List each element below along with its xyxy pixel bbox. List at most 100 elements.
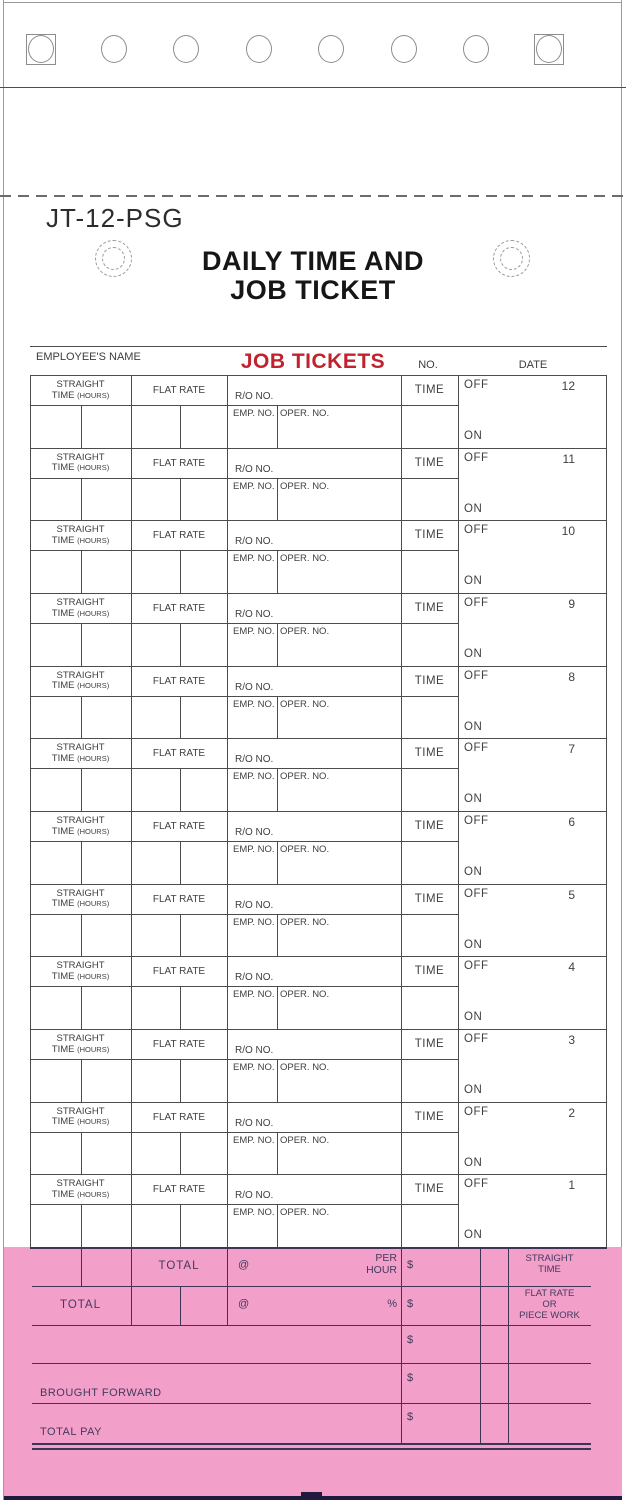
straight-time-label: STRAIGHT TIME (HOURS)	[30, 887, 131, 910]
hours-qualifier: (HOURS)	[77, 681, 110, 691]
ro-no-label: R/O NO.	[235, 681, 274, 693]
punch-hole-icon	[390, 35, 417, 63]
ro-no-label: R/O NO.	[235, 754, 274, 766]
emp-no-label: EMP. NO.	[233, 480, 275, 492]
straight-time-line2: TIME (HOURS)	[30, 389, 131, 402]
on-label: ON	[464, 866, 483, 878]
block-subdivider	[81, 1059, 82, 1102]
straight-time-line1: STRAIGHT	[56, 887, 105, 899]
on-label: ON	[464, 1011, 483, 1024]
block-subdivider	[180, 477, 181, 521]
oper-no-label: OPER. NO.	[280, 989, 330, 1001]
on-label: ON	[464, 1229, 483, 1242]
hours-qualifier: (HOURS)	[77, 535, 110, 545]
totals-line-r2	[32, 1325, 591, 1326]
block-subdivider	[277, 1131, 278, 1175]
block-subdivider	[277, 986, 278, 1030]
date-column-header: DATE	[518, 359, 548, 371]
straight-time-line2: TIME (HOURS)	[30, 898, 131, 910]
ticket-block: STRAIGHT TIME (HOURS) FLAT RATE R/O NO. TIME…	[30, 1101, 607, 1175]
straight-time-line2: TIME (HOURS)	[30, 680, 131, 692]
bottom-navy-bar	[4, 1496, 622, 1500]
flat-rate-label: FLAT RATE	[152, 893, 206, 905]
paper-edge-top	[3, 2, 622, 3]
block-divider	[401, 665, 402, 739]
straight-time-line2: TIME (HOURS)	[30, 607, 131, 620]
emp-no-label: EMP. NO.	[233, 698, 275, 710]
emp-no-label: EMP. NO.	[233, 626, 275, 637]
block-divider	[401, 593, 402, 666]
oper-no-label: OPER. NO.	[280, 408, 330, 419]
ticket-block: STRAIGHT TIME (HOURS) FLAT RATE R/O NO. TIME…	[30, 1174, 607, 1248]
dollar-sign-row4: $	[407, 1372, 414, 1384]
punch-hole-icon	[100, 35, 127, 63]
block-mid-line	[30, 768, 458, 770]
emp-no-label: EMP. NO.	[233, 553, 275, 565]
hours-qualifier: (HOURS)	[77, 899, 110, 909]
on-label: ON	[464, 720, 483, 733]
ro-no-label: R/O NO.	[235, 827, 274, 838]
emp-no-label: EMP. NO.	[233, 916, 275, 928]
off-label: OFF	[464, 379, 489, 391]
time-label: TIME	[414, 529, 445, 542]
punch-mark-right-outer-icon	[493, 240, 530, 277]
straight-time-line1: STRAIGHT	[56, 960, 105, 972]
on-label: ON	[464, 502, 483, 515]
totals-v2	[131, 1247, 132, 1325]
block-subdivider	[277, 841, 278, 884]
straight-time-word: TIME	[51, 389, 75, 401]
punch-hole-icon	[28, 35, 54, 63]
block-divider	[458, 1029, 459, 1102]
block-subdivider	[180, 1204, 181, 1248]
off-label: OFF	[464, 524, 489, 537]
on-label: ON	[464, 430, 483, 442]
block-subdivider	[81, 841, 82, 884]
straight-time-line2: TIME (HOURS)	[30, 1116, 131, 1128]
dollar-sign-row5: $	[407, 1411, 414, 1423]
ticket-number: 6	[568, 815, 575, 829]
totals-line-r3	[32, 1363, 591, 1364]
block-mid-line	[30, 913, 458, 915]
ro-no-label: R/O NO.	[235, 1117, 274, 1129]
straight-time-word: TIME	[51, 825, 75, 837]
flat-rate-label: FLAT RATE	[152, 748, 206, 760]
total-flat-label: TOTAL	[60, 1299, 101, 1311]
time-label: TIME	[414, 1110, 445, 1123]
header-top-line	[30, 346, 607, 347]
straight-time-word: TIME	[51, 1116, 75, 1128]
ticket-number: 7	[568, 742, 575, 757]
ro-no-label: R/O NO.	[235, 1045, 274, 1056]
hours-qualifier: (HOURS)	[77, 1189, 110, 1199]
block-divider	[458, 520, 459, 594]
block-divider	[131, 1101, 132, 1175]
off-label: OFF	[464, 451, 489, 464]
straight-time-label: STRAIGHT TIME (HOURS)	[30, 1033, 131, 1055]
block-subdivider	[81, 623, 82, 666]
ro-no-label: R/O NO.	[235, 536, 274, 548]
ro-no-label: R/O NO.	[235, 609, 274, 620]
straight-time-word: TIME	[51, 898, 75, 910]
straight-time-word: TIME	[51, 970, 75, 982]
block-subdivider	[81, 477, 82, 521]
straight-time-label: STRAIGHT TIME (HOURS)	[30, 525, 131, 546]
block-mid-line	[30, 405, 458, 406]
block-subdivider	[180, 550, 181, 594]
form-title: DAILY TIME AND JOB TICKET	[113, 247, 513, 305]
percent-sign: %	[387, 1298, 397, 1310]
block-divider	[131, 738, 132, 812]
ticket-number: 9	[568, 597, 575, 611]
ticket-number: 11	[562, 451, 575, 466]
emp-no-label: EMP. NO.	[233, 1062, 275, 1073]
block-top-line	[30, 447, 607, 449]
hours-qualifier: (HOURS)	[77, 608, 110, 618]
employee-name-label: EMPLOYEE'S NAME	[36, 351, 141, 363]
straight-time-word: TIME	[51, 607, 75, 619]
block-divider	[401, 375, 402, 448]
ticket-block: STRAIGHT TIME (HOURS) FLAT RATE R/O NO. TIME…	[30, 956, 607, 1030]
block-subdivider	[180, 768, 181, 812]
hours-qualifier: (HOURS)	[77, 1117, 110, 1127]
block-divider	[227, 883, 228, 957]
block-subdivider	[180, 841, 181, 884]
block-divider	[131, 375, 132, 448]
punch-hole-square	[533, 34, 564, 65]
